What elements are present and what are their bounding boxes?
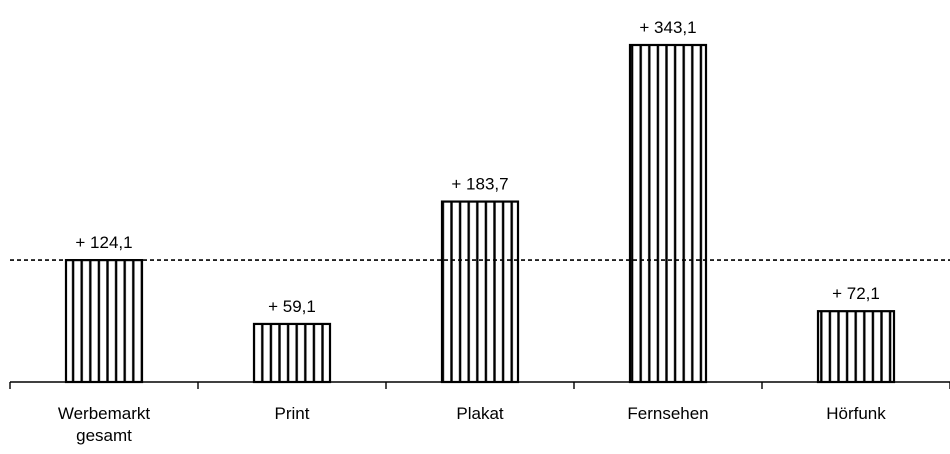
bar (252, 322, 332, 384)
category-label: Fernsehen (627, 404, 708, 423)
category-label: Plakat (456, 404, 504, 423)
category-label: Werbemarkt (58, 404, 151, 423)
data-label: + 343,1 (639, 18, 696, 37)
data-label: + 72,1 (832, 284, 880, 303)
category-label: gesamt (76, 426, 132, 445)
category-label: Print (275, 404, 310, 423)
data-label: + 59,1 (268, 297, 316, 316)
category-label: Hörfunk (826, 404, 886, 423)
bar (64, 259, 144, 384)
bar (440, 200, 520, 384)
bar (628, 43, 708, 384)
data-label: + 183,7 (451, 175, 508, 194)
bar (816, 310, 896, 384)
data-label: + 124,1 (75, 233, 132, 252)
